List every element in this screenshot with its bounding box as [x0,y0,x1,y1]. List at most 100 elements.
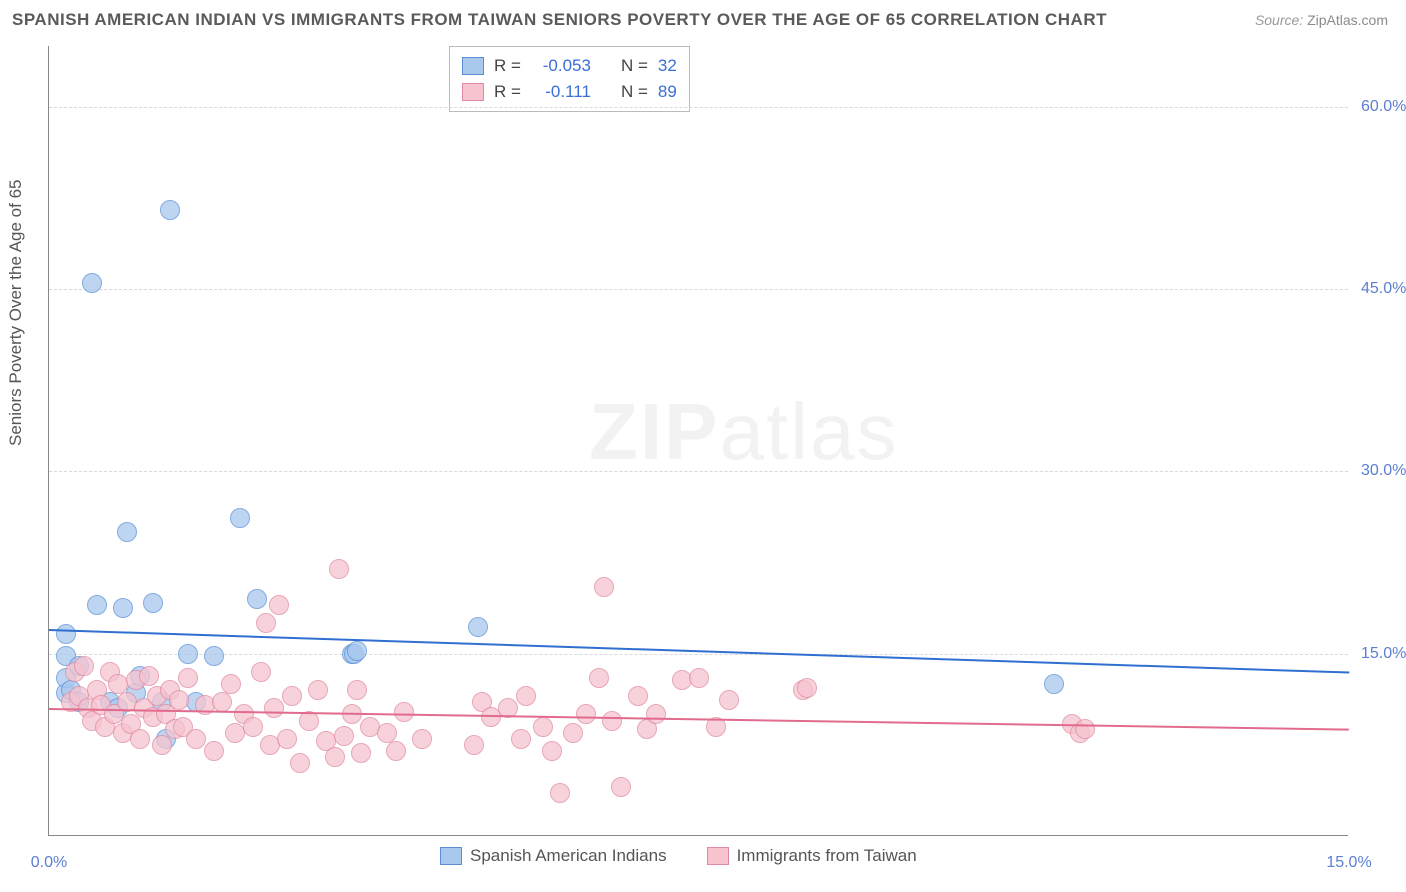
legend-N-label: N = [621,56,648,76]
data-point [576,704,596,724]
grid-line [49,289,1348,290]
data-point [719,690,739,710]
data-point [243,717,263,737]
legend-N-label: N = [621,82,648,102]
legend-R-value: -0.053 [531,56,591,76]
data-point [251,662,271,682]
grid-line [49,471,1348,472]
data-point [464,735,484,755]
legend-swatch [440,847,462,865]
stats-legend-row: R = -0.111 N = 89 [462,79,677,105]
data-point [247,589,267,609]
data-point [377,723,397,743]
plot-area: ZIPatlas R =-0.053N =32R =-0.111N =89 15… [48,46,1348,836]
y-tick-label: 15.0% [1361,645,1406,663]
x-left-label: 0.0% [31,854,67,872]
data-point [212,692,232,712]
bottom-legend-item: Spanish American Indians [440,846,667,866]
data-point [277,729,297,749]
data-point [594,577,614,597]
data-point [204,646,224,666]
data-point [186,729,206,749]
legend-R-label: R = [494,56,521,76]
legend-R-value: -0.111 [531,82,591,102]
data-point [334,726,354,746]
data-point [511,729,531,749]
bottom-legend: Spanish American Indians Immigrants from … [440,846,917,866]
data-point [130,729,150,749]
data-point [394,702,414,722]
bottom-legend-label: Immigrants from Taiwan [737,846,917,866]
data-point [221,674,241,694]
legend-N-value: 89 [658,82,677,102]
data-point [178,644,198,664]
data-point [308,680,328,700]
legend-swatch [707,847,729,865]
data-point [329,559,349,579]
legend-R-label: R = [494,82,521,102]
data-point [1044,674,1064,694]
data-point [143,593,163,613]
data-point [563,723,583,743]
data-point [178,668,198,688]
watermark-zip: ZIP [589,387,719,476]
stats-legend-row: R = -0.053 N = 32 [462,53,677,79]
legend-N-value: 32 [658,56,677,76]
stats-legend: R = -0.053 N = 32 R = -0.111 N = 89 [449,46,690,112]
data-point [82,273,102,293]
data-point [351,743,371,763]
data-point [646,704,666,724]
bottom-legend-label: Spanish American Indians [470,846,667,866]
data-point [533,717,553,737]
data-point [542,741,562,761]
data-point [325,747,345,767]
data-point [204,741,224,761]
data-point [160,200,180,220]
data-point [74,656,94,676]
data-point [611,777,631,797]
source-citation: Source: ZipAtlas.com [1255,12,1388,28]
data-point [628,686,648,706]
bottom-legend-item: Immigrants from Taiwan [707,846,917,866]
data-point [689,668,709,688]
y-tick-label: 30.0% [1361,462,1406,480]
data-point [56,624,76,644]
data-point [139,666,159,686]
data-point [347,680,367,700]
y-tick-label: 60.0% [1361,98,1406,116]
data-point [550,783,570,803]
data-point [264,698,284,718]
data-point [602,711,622,731]
data-point [87,595,107,615]
x-right-label: 15.0% [1326,854,1371,872]
data-point [589,668,609,688]
data-point [282,686,302,706]
legend-swatch [462,57,484,75]
y-tick-label: 45.0% [1361,280,1406,298]
data-point [290,753,310,773]
data-point [152,735,172,755]
source-value: ZipAtlas.com [1307,12,1388,28]
data-point [516,686,536,706]
grid-line [49,654,1348,655]
data-point [169,690,189,710]
data-point [386,741,406,761]
watermark-atlas: atlas [719,387,898,476]
data-point [412,729,432,749]
source-label: Source: [1255,12,1303,28]
correlation-chart: SPANISH AMERICAN INDIAN VS IMMIGRANTS FR… [0,0,1406,892]
data-point [269,595,289,615]
data-point [797,678,817,698]
data-point [347,641,367,661]
data-point [468,617,488,637]
data-point [230,508,250,528]
data-point [256,613,276,633]
grid-line [49,107,1348,108]
watermark: ZIPatlas [589,386,898,478]
data-point [1075,719,1095,739]
data-point [113,598,133,618]
legend-swatch [462,83,484,101]
y-axis-title: Seniors Poverty Over the Age of 65 [6,180,26,446]
data-point [117,522,137,542]
chart-title: SPANISH AMERICAN INDIAN VS IMMIGRANTS FR… [12,10,1107,30]
